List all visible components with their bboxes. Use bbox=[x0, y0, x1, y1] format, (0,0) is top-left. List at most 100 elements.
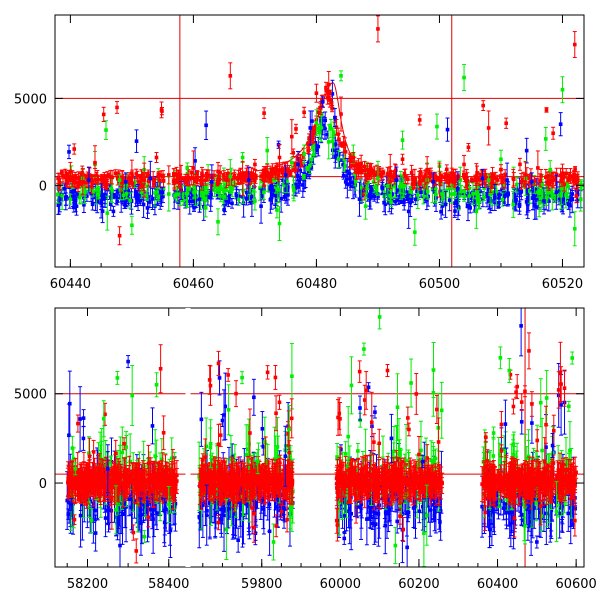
top-point-red bbox=[189, 171, 194, 186]
top-series-0-point-17 bbox=[283, 165, 288, 185]
top-plot-frame bbox=[54, 14, 585, 268]
top-series-2-point-26 bbox=[375, 15, 380, 43]
bottom-series-1-point-4 bbox=[130, 365, 135, 427]
top-point-blue bbox=[333, 151, 338, 163]
top-point-red bbox=[402, 168, 407, 179]
top-point-red bbox=[405, 174, 410, 185]
top-point-red bbox=[544, 107, 549, 113]
top-series-0-point-26 bbox=[394, 166, 399, 194]
top-series-2-point-20 bbox=[302, 106, 307, 118]
bottom-point-red bbox=[522, 385, 527, 398]
top-point-green bbox=[440, 194, 445, 201]
top-series-2-point-31 bbox=[437, 162, 442, 198]
top-series-1-point-23 bbox=[375, 160, 380, 196]
top-point-green bbox=[307, 157, 312, 175]
bottom-point-green bbox=[262, 416, 267, 468]
top-series-2-point-3 bbox=[92, 145, 97, 181]
bottom-point-blue bbox=[78, 386, 83, 452]
top-series-0-point-31 bbox=[455, 171, 460, 207]
bottom-xtick-label-4: 60200 bbox=[398, 577, 439, 592]
bottom-point-green bbox=[566, 400, 571, 412]
top-point-red bbox=[76, 178, 81, 189]
top-series-1-point-4 bbox=[117, 174, 122, 186]
top-series-0-point-5 bbox=[123, 172, 128, 192]
top-series-0-point-21 bbox=[332, 108, 337, 128]
top-series-0-point-13 bbox=[234, 186, 239, 206]
top-series-0-point-15 bbox=[259, 188, 264, 224]
bottom-series-0-point-15 bbox=[342, 531, 347, 545]
top-series-2-point-2 bbox=[80, 168, 85, 196]
top-series-2-point-38 bbox=[523, 161, 528, 189]
top-point-green bbox=[181, 196, 186, 205]
top-series-0-point-8 bbox=[160, 186, 165, 198]
top-point-green bbox=[274, 184, 279, 194]
bottom-point-red bbox=[289, 398, 294, 439]
top-point-red bbox=[113, 169, 118, 178]
bottom-point-green bbox=[439, 381, 444, 439]
top-series-1-point-38 bbox=[560, 76, 565, 104]
top-series-2-point-42 bbox=[572, 31, 577, 59]
top-series-2-point-17 bbox=[265, 163, 270, 183]
top-point-red bbox=[195, 171, 200, 184]
bottom-point-red bbox=[511, 398, 516, 415]
top-point-blue bbox=[230, 197, 235, 209]
top-xtick-label-4: 60520 bbox=[542, 277, 583, 292]
top-series-1-point-5 bbox=[129, 215, 134, 235]
top-series-2-point-19 bbox=[289, 119, 294, 155]
bottom-xtick-label-5: 60400 bbox=[477, 577, 518, 592]
top-point-red bbox=[72, 143, 77, 155]
top-point-red bbox=[157, 173, 162, 188]
top-series-0-point-18 bbox=[295, 150, 300, 178]
top-series-0-point-39 bbox=[554, 174, 559, 210]
top-point-red bbox=[551, 126, 556, 140]
top-series-1-point-39 bbox=[572, 211, 577, 247]
top-point-green bbox=[434, 113, 439, 140]
top-point-green bbox=[128, 192, 133, 209]
top-point-red bbox=[242, 174, 247, 182]
top-series-2-point-39 bbox=[535, 150, 540, 186]
top-point-red bbox=[543, 168, 548, 186]
top-point-red bbox=[376, 167, 381, 185]
top-series-1-point-34 bbox=[511, 190, 516, 218]
top-series-0-point-3 bbox=[99, 183, 104, 219]
top-point-red bbox=[71, 174, 76, 183]
bottom-point-blue bbox=[519, 409, 524, 435]
top-series-0-point-0 bbox=[62, 183, 67, 195]
top-series-2-point-9 bbox=[166, 165, 171, 185]
top-xtick-label-2: 60480 bbox=[296, 277, 337, 292]
top-series-0-point-29 bbox=[431, 172, 436, 192]
top-series-0-point-24 bbox=[369, 185, 374, 197]
top-series-0-point-20 bbox=[320, 96, 325, 108]
top-series-0-point-35 bbox=[505, 162, 510, 198]
top-series-2-point-6 bbox=[129, 159, 134, 187]
bottom-point-green bbox=[355, 442, 360, 460]
top-series-2-point-34 bbox=[474, 163, 479, 191]
top-series-0-point-36 bbox=[517, 200, 522, 212]
top-series-1-point-3 bbox=[105, 195, 110, 231]
top-point-blue bbox=[134, 129, 139, 153]
top-point-red bbox=[310, 132, 315, 143]
top-point-green bbox=[236, 192, 241, 206]
top-series-2-point-18 bbox=[277, 144, 282, 172]
bottom-series-1-point-25 bbox=[570, 351, 575, 365]
top-point-red bbox=[262, 107, 267, 119]
top-point-red bbox=[293, 123, 298, 135]
top-series-0-point-34 bbox=[492, 183, 497, 211]
top-series-0-point-12 bbox=[222, 204, 227, 216]
top-point-red bbox=[329, 97, 334, 108]
top-point-blue bbox=[226, 195, 231, 208]
bottom-series-1-point-6 bbox=[154, 372, 159, 398]
bottom-series-0-point-11 bbox=[236, 527, 241, 553]
bottom-point-red bbox=[377, 428, 382, 458]
bottom-series-2-point-20 bbox=[385, 364, 390, 378]
top-series-2-point-11 bbox=[191, 150, 196, 186]
top-point-red bbox=[469, 176, 474, 183]
top-point-blue bbox=[150, 187, 155, 211]
bottom-point-red bbox=[535, 429, 540, 452]
bottom-series-0-point-7 bbox=[150, 407, 155, 445]
top-point-red bbox=[381, 169, 386, 176]
top-point-red bbox=[433, 171, 438, 181]
bottom-series-0-point-25 bbox=[534, 535, 539, 549]
top-series-1-point-24 bbox=[388, 190, 393, 202]
